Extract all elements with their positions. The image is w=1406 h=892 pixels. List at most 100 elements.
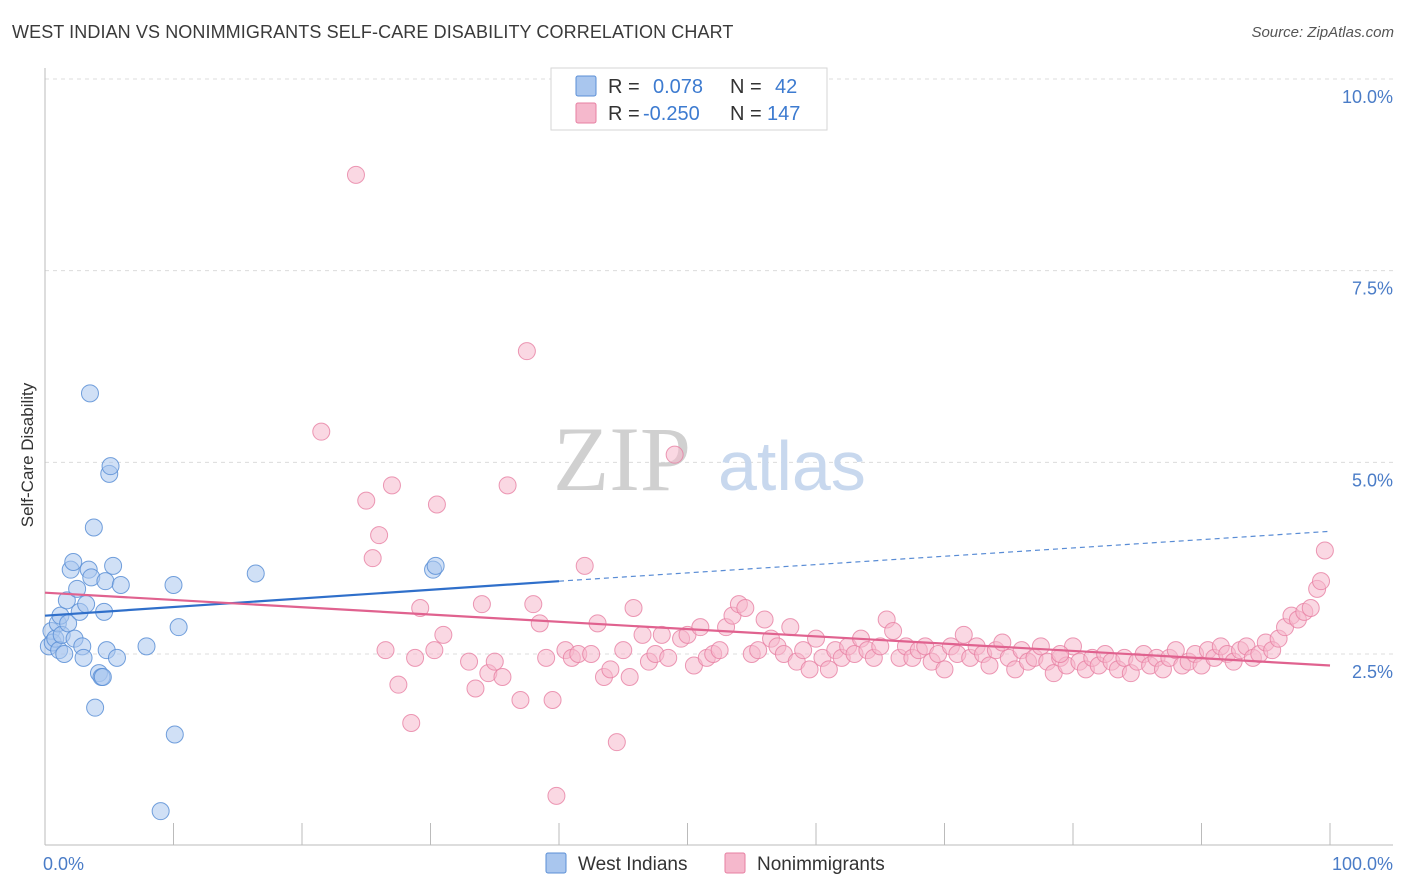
nonimmigrants-point [884, 622, 903, 640]
nonimmigrants-point [980, 656, 999, 675]
legend-swatch-west-indians [575, 75, 597, 97]
legend-n-label-2: N = [730, 103, 762, 125]
nonimmigrants-point [582, 645, 601, 663]
nonimmigrants-point [935, 660, 954, 679]
watermark: ZIP atlas [553, 408, 866, 510]
y-tick-label-2: 7.5% [1352, 279, 1393, 299]
west-indians-point [164, 576, 183, 594]
west-indians-point [74, 648, 93, 667]
nonimmigrants-point [710, 641, 729, 660]
nonimmigrants-point [1301, 599, 1320, 617]
west-indians-point [111, 576, 130, 594]
west-indians-point [77, 595, 96, 614]
nonimmigrants-point [691, 618, 710, 637]
west-indians-point [57, 591, 76, 610]
nonimmigrants-point [524, 595, 543, 614]
nonimmigrants-trend-line [44, 591, 1331, 667]
nonimmigrants-point [1315, 541, 1334, 560]
legend-r-value-1: 0.078 [653, 76, 703, 98]
west-indians-point [169, 618, 188, 637]
nonimmigrants-point [382, 476, 401, 495]
nonimmigrants-point [543, 691, 562, 709]
nonimmigrants-point [434, 625, 453, 644]
nonimmigrants-point [1051, 645, 1070, 663]
west-indians-point [86, 698, 105, 717]
nonimmigrants-point [781, 618, 800, 637]
nonimmigrants-point [575, 556, 594, 575]
nonimmigrants-point [406, 648, 425, 667]
x-tick-label-0: 0.0% [43, 854, 84, 874]
nonimmigrants-point [1031, 637, 1050, 656]
series-legend-nonimmigrants: Nonimmigrants [757, 854, 885, 875]
west-indians-point [96, 572, 115, 591]
chart-source: Source: ZipAtlas.com [1251, 24, 1394, 41]
nonimmigrants-point [954, 625, 973, 644]
nonimmigrants-point [517, 342, 536, 361]
nonimmigrants-point [425, 641, 444, 660]
nonimmigrants-point [819, 660, 838, 679]
west-indians-point [246, 564, 265, 583]
series-legend: West Indians Nonimmigrants [545, 852, 885, 875]
watermark-atlas: atlas [718, 427, 866, 505]
nonimmigrants-point [607, 733, 626, 752]
trend-lines [44, 530, 1331, 667]
nonimmigrants-point [493, 668, 512, 686]
nonimmigrants-point [620, 668, 639, 686]
x-tick-label-1: 100.0% [1332, 854, 1393, 874]
west-indians-point [80, 384, 99, 403]
west-indians-point [68, 579, 87, 598]
nonimmigrants-point [652, 625, 671, 644]
nonimmigrants-point [485, 652, 504, 671]
y-tick-label-1: 5.0% [1352, 470, 1393, 490]
nonimmigrants-point [460, 652, 479, 671]
west-indians-point [101, 457, 120, 476]
nonimmigrants-point [346, 165, 365, 184]
y-tick-label-0: 2.5% [1352, 662, 1393, 682]
nonimmigrants-point [411, 599, 430, 617]
nonimmigrants-point [614, 641, 633, 660]
west-indians-point [107, 648, 126, 667]
west-indians-point [93, 668, 112, 686]
nonimmigrants-point [871, 637, 890, 656]
legend-r-label-2: R = [608, 103, 640, 125]
legend-r-label-1: R = [608, 76, 640, 98]
nonimmigrants-point [624, 599, 643, 617]
nonimmigrants-point [466, 679, 485, 698]
legend-r-value-2: -0.250 [643, 103, 700, 125]
nonimmigrants-point [633, 625, 652, 644]
legend-n-value-1: 42 [775, 76, 797, 98]
nonimmigrants-point [370, 526, 389, 545]
nonimmigrants-point [807, 629, 825, 648]
nonimmigrants-point [547, 786, 566, 805]
chart-title: WEST INDIAN VS NONIMMIGRANTS SELF-CARE D… [12, 22, 734, 42]
west-indians-point [104, 556, 123, 575]
y-tick-label-3: 10.0% [1342, 87, 1393, 107]
nonimmigrants-point [794, 641, 813, 660]
nonimmigrants-point [363, 549, 382, 568]
west-indians-point [137, 637, 156, 656]
legend-n-value-2: 147 [767, 103, 800, 125]
nonimmigrants-point [749, 641, 768, 660]
nonimmigrants-point [537, 648, 556, 667]
nonimmigrants-point [389, 675, 408, 694]
series-legend-west-indians: West Indians [578, 854, 687, 875]
nonimmigrants-point [402, 714, 421, 732]
nonimmigrants-point [1312, 572, 1331, 591]
legend-swatch-nonimmigrants [575, 102, 597, 124]
west-indians-point [151, 802, 170, 821]
west-indians-trend-line [44, 580, 560, 617]
west-indians-point [426, 556, 445, 575]
tick-labels: 2.5% 5.0% 7.5% 10.0% 0.0% 100.0% [43, 87, 1393, 874]
correlation-legend: R = 0.078 N = 42 R = -0.250 N = 147 [550, 67, 828, 131]
nonimmigrants-point [755, 610, 774, 629]
nonimmigrants-point [1166, 641, 1185, 660]
west-indians-point [55, 645, 74, 663]
nonimmigrants-point [601, 660, 620, 679]
nonimmigrants-point [659, 648, 678, 667]
nonimmigrants-point [511, 691, 530, 709]
nonimmigrants-point [376, 641, 395, 660]
nonimmigrants-points [312, 165, 1334, 805]
nonimmigrants-point [498, 476, 517, 495]
grid-lines [45, 78, 1393, 655]
